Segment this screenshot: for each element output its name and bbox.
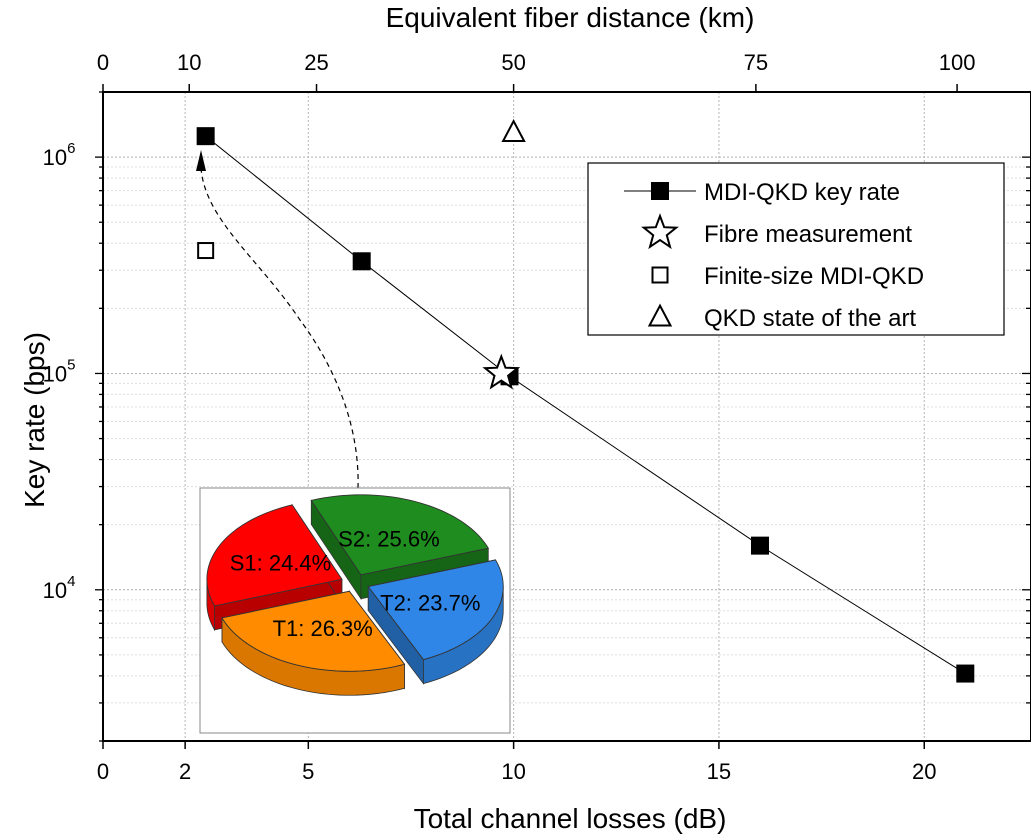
pie-slice-label: S1: 24.4%	[230, 551, 332, 576]
series-0	[196, 127, 975, 683]
filled-square-marker	[196, 127, 215, 146]
series-3	[501, 118, 526, 142]
y-tick-exponent: 6	[67, 140, 75, 157]
y-tick-exponent: 5	[67, 356, 75, 373]
top-x-tick-label: 75	[744, 50, 768, 75]
filled-square-marker	[750, 536, 769, 555]
pie-slice-top	[367, 559, 504, 661]
filled-square-marker	[956, 664, 975, 683]
pie-slice-top	[221, 590, 406, 672]
pie-slice-top	[310, 494, 489, 576]
legend-star-marker	[641, 213, 679, 250]
top-x-tick-label: 100	[939, 50, 976, 75]
open-star-marker	[482, 353, 521, 390]
legend-label: MDI-QKD key rate	[704, 179, 900, 206]
arrow-head	[196, 150, 206, 171]
legend: MDI-QKD key rate Fibre measurement Finite-…	[587, 162, 1005, 336]
open-triangle-marker	[501, 118, 526, 142]
x-tick-label: 2	[179, 759, 191, 784]
data-series	[196, 118, 975, 683]
top-x-tick-label: 10	[177, 50, 201, 75]
pie-slice-top	[206, 504, 343, 607]
x-axis-title: Total channel losses (dB)	[414, 803, 727, 834]
x-tick-label: 10	[501, 759, 525, 784]
x-tick-label: 20	[912, 759, 936, 784]
plot-frame	[102, 91, 1031, 742]
x-tick-label: 5	[302, 759, 314, 784]
series-1	[482, 353, 521, 390]
legend-label: QKD state of the art	[704, 305, 916, 332]
pie-slice-label: S2: 25.6%	[338, 526, 440, 551]
series-2	[197, 242, 215, 260]
legend-label: Finite-size MDI-QKD	[704, 263, 924, 290]
open-triangle-marker	[647, 303, 673, 327]
top-x-axis-title: Equivalent fiber distance (km)	[386, 2, 755, 33]
top-x-tick-label: 25	[304, 50, 328, 75]
open-square-marker	[197, 242, 215, 260]
x-tick-label: 15	[707, 759, 731, 784]
inset-pointer-arrow	[200, 167, 359, 489]
open-square-marker	[651, 266, 669, 284]
x-tick-label: 0	[97, 759, 109, 784]
y-axis-title: Key rate (bps)	[19, 332, 50, 508]
pie-slice-label: T1: 26.3%	[273, 616, 373, 641]
top-x-tick-label: 50	[501, 50, 525, 75]
legend-label: Fibre measurement	[704, 221, 912, 248]
filled-square-marker	[651, 182, 669, 200]
top-x-tick-label: 0	[97, 50, 109, 75]
inset-pie-chart: S2: 25.6% T2: 23.7% T1: 26.3% S1: 24.4%	[199, 487, 511, 734]
filled-square-marker	[352, 252, 371, 271]
legend-entry: MDI-QKD key rate	[624, 179, 900, 206]
legend-entry: Fibre measurement	[641, 213, 912, 250]
legend-entry: Finite-size MDI-QKD	[651, 263, 924, 290]
y-tick-exponent: 4	[67, 573, 75, 590]
legend-entry: QKD state of the art	[647, 303, 916, 332]
pie-slice-label: T2: 23.7%	[380, 590, 480, 615]
